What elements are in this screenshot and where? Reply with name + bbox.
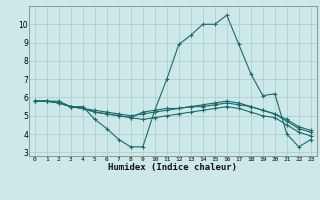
X-axis label: Humidex (Indice chaleur): Humidex (Indice chaleur)	[108, 163, 237, 172]
